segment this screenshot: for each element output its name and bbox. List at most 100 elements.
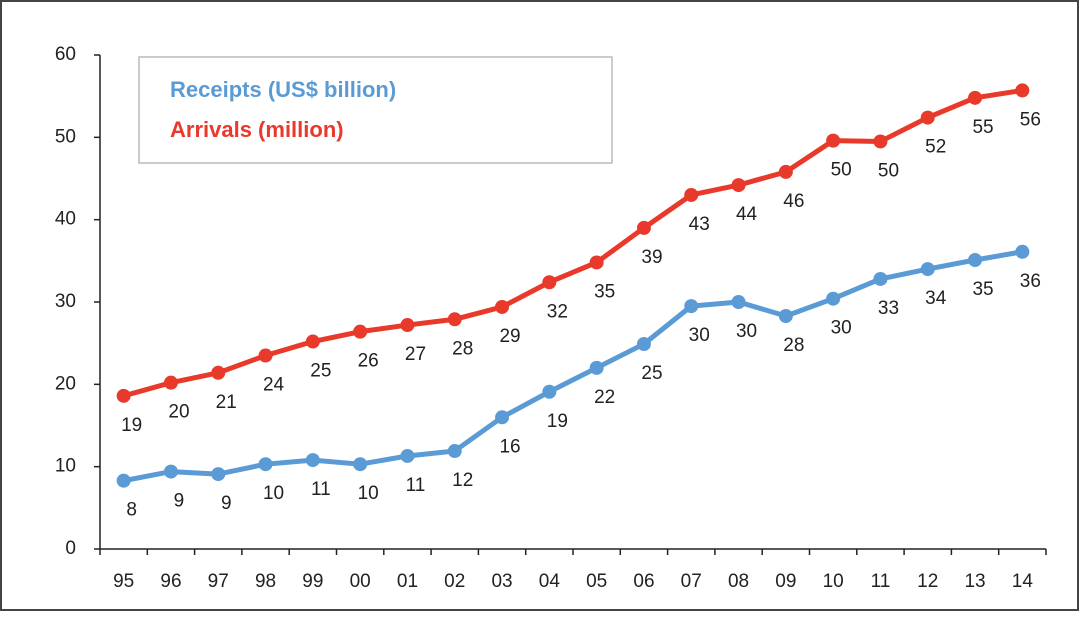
- x-tick-label: 04: [539, 571, 561, 592]
- data-label: 52: [925, 137, 946, 158]
- data-point: [495, 299, 510, 314]
- data-point: [258, 348, 273, 363]
- data-label: 30: [736, 321, 757, 342]
- data-point: [826, 291, 841, 306]
- data-label: 11: [406, 475, 426, 496]
- data-label: 21: [216, 392, 237, 413]
- x-tick-label: 14: [1012, 571, 1034, 592]
- data-label: 19: [121, 415, 142, 436]
- y-tick-label: 60: [55, 44, 76, 65]
- x-tick-label: 11: [871, 571, 891, 592]
- data-label: 9: [221, 493, 232, 514]
- x-tick-label: 97: [208, 571, 229, 592]
- data-label: 44: [736, 204, 758, 225]
- x-tick-label: 06: [633, 571, 654, 592]
- x-tick-label: 10: [823, 571, 844, 592]
- data-label: 29: [499, 326, 520, 347]
- data-point: [400, 448, 415, 463]
- x-tick-label: 95: [113, 571, 134, 592]
- data-point: [589, 360, 604, 375]
- x-tick-label: 98: [255, 571, 276, 592]
- data-point: [731, 178, 746, 193]
- y-tick-label: 0: [65, 538, 76, 559]
- y-tick-label: 10: [55, 456, 76, 477]
- legend-box: [138, 56, 613, 164]
- data-point: [636, 220, 651, 235]
- data-label: 20: [168, 402, 189, 423]
- data-label: 35: [594, 281, 615, 302]
- data-point: [1015, 244, 1030, 259]
- data-label: 25: [641, 363, 662, 384]
- data-point: [163, 464, 178, 479]
- data-point: [163, 375, 178, 390]
- data-point: [778, 164, 793, 179]
- data-point: [920, 110, 935, 125]
- data-point: [353, 457, 368, 472]
- data-label: 10: [358, 483, 379, 504]
- data-point: [400, 318, 415, 333]
- data-point: [116, 473, 131, 488]
- y-tick-label: 20: [55, 373, 76, 394]
- data-point: [353, 324, 368, 339]
- data-label: 27: [405, 344, 426, 365]
- data-label: 56: [1020, 109, 1041, 130]
- data-point: [211, 467, 226, 482]
- data-point: [920, 262, 935, 277]
- y-tick-label: 50: [55, 126, 76, 147]
- data-point: [447, 444, 462, 459]
- y-tick-label: 30: [55, 291, 76, 312]
- data-point: [968, 253, 983, 268]
- data-point: [211, 365, 226, 380]
- data-label: 28: [452, 338, 473, 359]
- x-tick-label: 99: [302, 571, 323, 592]
- data-label: 19: [547, 411, 568, 432]
- x-tick-label: 03: [491, 571, 512, 592]
- series-line: [122, 87, 1023, 399]
- data-point: [968, 90, 983, 105]
- x-tick-label: 01: [397, 571, 418, 592]
- x-tick-label: 96: [160, 571, 181, 592]
- legend: Receipts (US$ billion) Arrivals (million): [138, 56, 613, 164]
- data-label: 33: [878, 298, 899, 319]
- x-tick-label: 02: [444, 571, 465, 592]
- data-label: 50: [878, 160, 899, 181]
- data-point: [447, 312, 462, 327]
- data-point: [826, 133, 841, 148]
- x-tick-label: 05: [586, 571, 607, 592]
- data-label: 12: [452, 470, 473, 491]
- data-label: 11: [311, 479, 331, 500]
- data-point: [542, 275, 557, 290]
- series-line: [123, 249, 1023, 484]
- data-point: [778, 308, 793, 323]
- data-point: [542, 384, 557, 399]
- data-label: 35: [972, 279, 993, 300]
- data-label: 24: [263, 375, 285, 396]
- data-label: 28: [783, 335, 804, 356]
- data-point: [1015, 83, 1030, 98]
- data-point: [589, 255, 604, 270]
- x-tick-label: 08: [728, 571, 749, 592]
- x-tick-label: 07: [681, 571, 702, 592]
- data-label: 46: [783, 191, 804, 212]
- data-label: 30: [831, 318, 852, 339]
- x-tick-label: 00: [350, 571, 371, 592]
- data-label: 26: [358, 351, 379, 372]
- data-label: 16: [499, 436, 520, 457]
- data-point: [305, 334, 320, 349]
- data-label: 39: [641, 247, 662, 268]
- data-label: 43: [689, 214, 710, 235]
- data-point: [258, 457, 273, 472]
- data-point: [873, 134, 888, 149]
- data-label: 9: [174, 491, 185, 512]
- data-point: [495, 410, 510, 425]
- data-point: [305, 453, 320, 468]
- x-tick-label: 12: [917, 571, 938, 592]
- data-point: [636, 336, 651, 351]
- data-label: 50: [831, 160, 852, 181]
- data-point: [731, 295, 746, 309]
- data-point: [684, 299, 699, 314]
- data-label: 25: [310, 361, 331, 382]
- data-label: 55: [972, 117, 993, 138]
- data-point: [116, 388, 131, 403]
